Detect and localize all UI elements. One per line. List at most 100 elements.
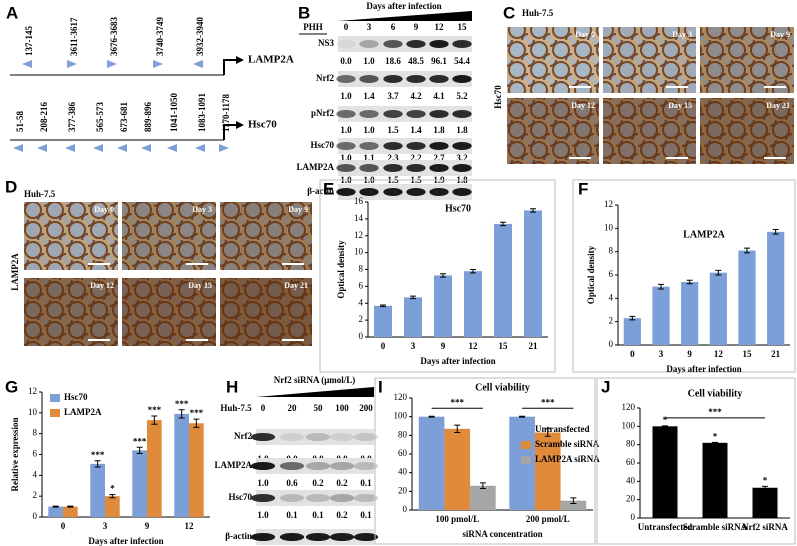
panel-label: A (6, 3, 18, 22)
bar (147, 420, 162, 517)
stain-overlay (220, 202, 312, 270)
cell-line: Huh-7.5 (24, 189, 56, 199)
band (250, 462, 276, 470)
blot-strip (338, 71, 472, 87)
y-tick-label: 8 (33, 428, 38, 438)
band (452, 142, 472, 150)
error-bar (151, 415, 158, 425)
bar (534, 432, 561, 510)
site-label: 51-58 (15, 111, 25, 132)
band (406, 188, 426, 196)
x-tick-label: 3 (659, 349, 664, 359)
chart-title: LAMP2A (683, 229, 725, 240)
day-label: Day 12 (571, 101, 595, 110)
band (305, 462, 331, 470)
x-tick-label: 12 (185, 521, 195, 531)
lane-label: 3 (367, 22, 372, 32)
legend-label: Scramble siRNA (535, 439, 600, 449)
error-bar (193, 418, 200, 428)
micrograph (220, 202, 312, 270)
band (429, 142, 449, 150)
y-tick-label: 8 (359, 264, 364, 274)
density-value: 0.2 (312, 478, 324, 488)
lane-label: 100 (335, 403, 349, 413)
x-tick-label: 0 (61, 521, 66, 531)
y-tick-label: 12 (604, 199, 613, 209)
density-value: 1.0 (340, 91, 352, 101)
x-axis-label: Days after infection (420, 356, 495, 366)
band (452, 188, 472, 196)
site-label: 889-896 (143, 102, 153, 132)
site-arrow (141, 144, 151, 152)
density-value: 3.7 (387, 91, 399, 101)
micrograph (122, 202, 216, 270)
site-arrow (167, 144, 177, 152)
density-value: 1.4 (363, 91, 375, 101)
bar (434, 275, 452, 337)
legend-label: LAMP2A siRNA (535, 454, 600, 464)
y-tick-label: 14 (354, 213, 364, 223)
x-tick-label: Untransfected (638, 522, 693, 532)
y-tick-label: 20 (626, 494, 636, 504)
site-label: 565-573 (95, 102, 105, 132)
protein-label: β-actin (307, 186, 334, 196)
bar (48, 506, 63, 517)
stain-label: Hsc70 (493, 85, 503, 109)
band (353, 533, 379, 541)
x-tick-label: 15 (499, 341, 509, 351)
lane-label: 15 (458, 22, 468, 32)
error-bar (712, 441, 718, 444)
bar (470, 485, 496, 510)
y-tick-label: 100 (394, 411, 408, 421)
bar (90, 463, 105, 517)
day-label: Day 9 (770, 30, 790, 39)
density-value: 1.0 (340, 125, 352, 135)
error-bar (500, 221, 506, 227)
significance: *** (148, 405, 162, 415)
x-tick-label: 15 (743, 349, 753, 359)
tss-arrowhead (236, 56, 244, 64)
bar (652, 426, 678, 518)
blot-strip (338, 184, 472, 200)
bar (444, 428, 471, 510)
density-value: 1.8 (433, 125, 445, 135)
blot-strip (256, 458, 374, 474)
y-tick-label: 20 (398, 485, 408, 495)
bar (374, 305, 392, 337)
density-value: 0.2 (336, 510, 348, 520)
lane-label: 200 (359, 403, 373, 413)
site-label: 3932-3940 (195, 17, 205, 56)
micrograph (700, 27, 794, 93)
tss-arrowhead (236, 121, 244, 129)
error-bar (410, 295, 416, 300)
protein-label: Hsc70 (311, 140, 335, 150)
significance: *** (451, 397, 465, 407)
blot-strip (256, 490, 374, 506)
blot-strip (338, 36, 472, 52)
wedge (338, 11, 472, 21)
y-tick-label: 0 (631, 512, 636, 522)
site-label: 137-145 (24, 26, 34, 56)
protein-label: LAMP2A (297, 162, 335, 172)
significance: *** (708, 407, 722, 417)
band (452, 75, 472, 83)
lane-label: 12 (435, 22, 445, 32)
error-bar (178, 409, 185, 419)
lane-label: 0 (261, 403, 266, 413)
panel-frame (596, 377, 796, 545)
panel-frame (374, 377, 596, 545)
day-label: Day 0 (575, 30, 595, 39)
stain-overlay (603, 27, 696, 93)
day-label: Day 15 (188, 281, 212, 290)
y-tick-label: 6 (609, 269, 614, 279)
density-value: 1.4 (410, 125, 422, 135)
error-bar (570, 497, 577, 504)
micrograph (507, 98, 599, 164)
y-tick-label: 100 (622, 420, 636, 430)
band (305, 533, 331, 541)
density-value: 0.1 (360, 510, 372, 520)
panel-label: E (323, 179, 334, 198)
density-value: 0.2 (336, 478, 348, 488)
band (359, 188, 379, 196)
density-value: 0.1 (360, 478, 372, 488)
